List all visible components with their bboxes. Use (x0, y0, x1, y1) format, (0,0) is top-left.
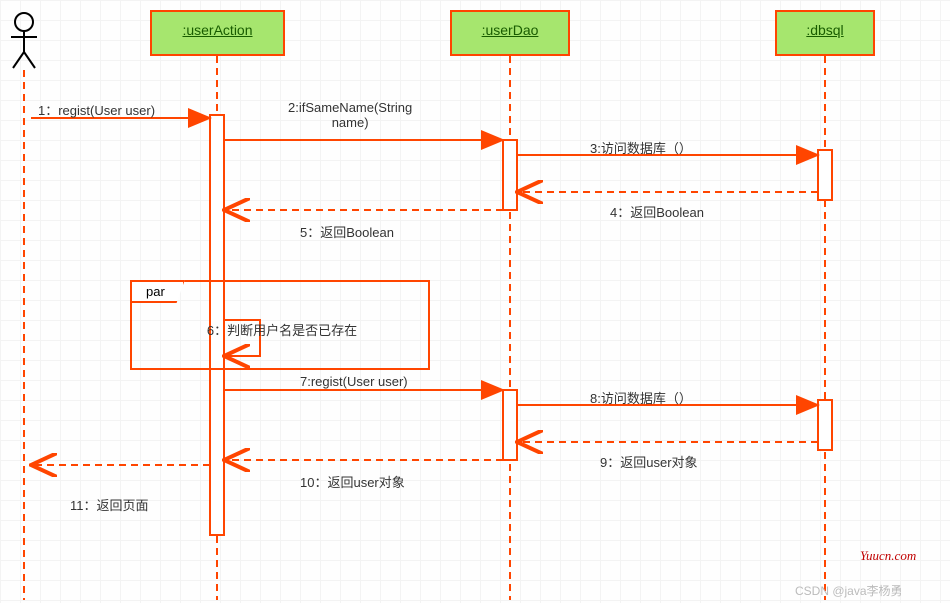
participant-dbsql: :dbsql (775, 10, 875, 56)
participant-userdao-label: :userDao (482, 22, 539, 38)
participant-dbsql-label: :dbsql (806, 22, 843, 38)
participant-userdao: :userDao (450, 10, 570, 56)
message-label: 8:访问数据库（） (590, 388, 692, 407)
message-label: 11：返回页面 (70, 495, 149, 514)
message-label: 2:ifSameName(String name) (288, 100, 412, 130)
par-fragment-label: par (146, 284, 165, 299)
fragment-inner-text: 6：判断用户名是否已存在 (152, 320, 412, 339)
message-label: 7:regist(User user) (300, 374, 408, 389)
message-label: 9：返回user对象 (600, 452, 698, 471)
watermark-csdn: CSDN @java李杨勇 (795, 582, 903, 599)
par-fragment-tag: par (130, 280, 185, 303)
message-label: 4：返回Boolean (610, 202, 704, 221)
participant-useraction-label: :userAction (182, 22, 252, 38)
par-fragment: par 6：判断用户名是否已存在 (130, 280, 430, 370)
message-label: 5：返回Boolean (300, 222, 394, 241)
watermark-yuucn: Yuucn.com (860, 548, 916, 564)
message-label: 10：返回user对象 (300, 472, 405, 491)
participant-useraction: :userAction (150, 10, 285, 56)
message-label: 3:访问数据库（） (590, 138, 692, 157)
message-label: 1：regist(User user) (38, 100, 155, 119)
